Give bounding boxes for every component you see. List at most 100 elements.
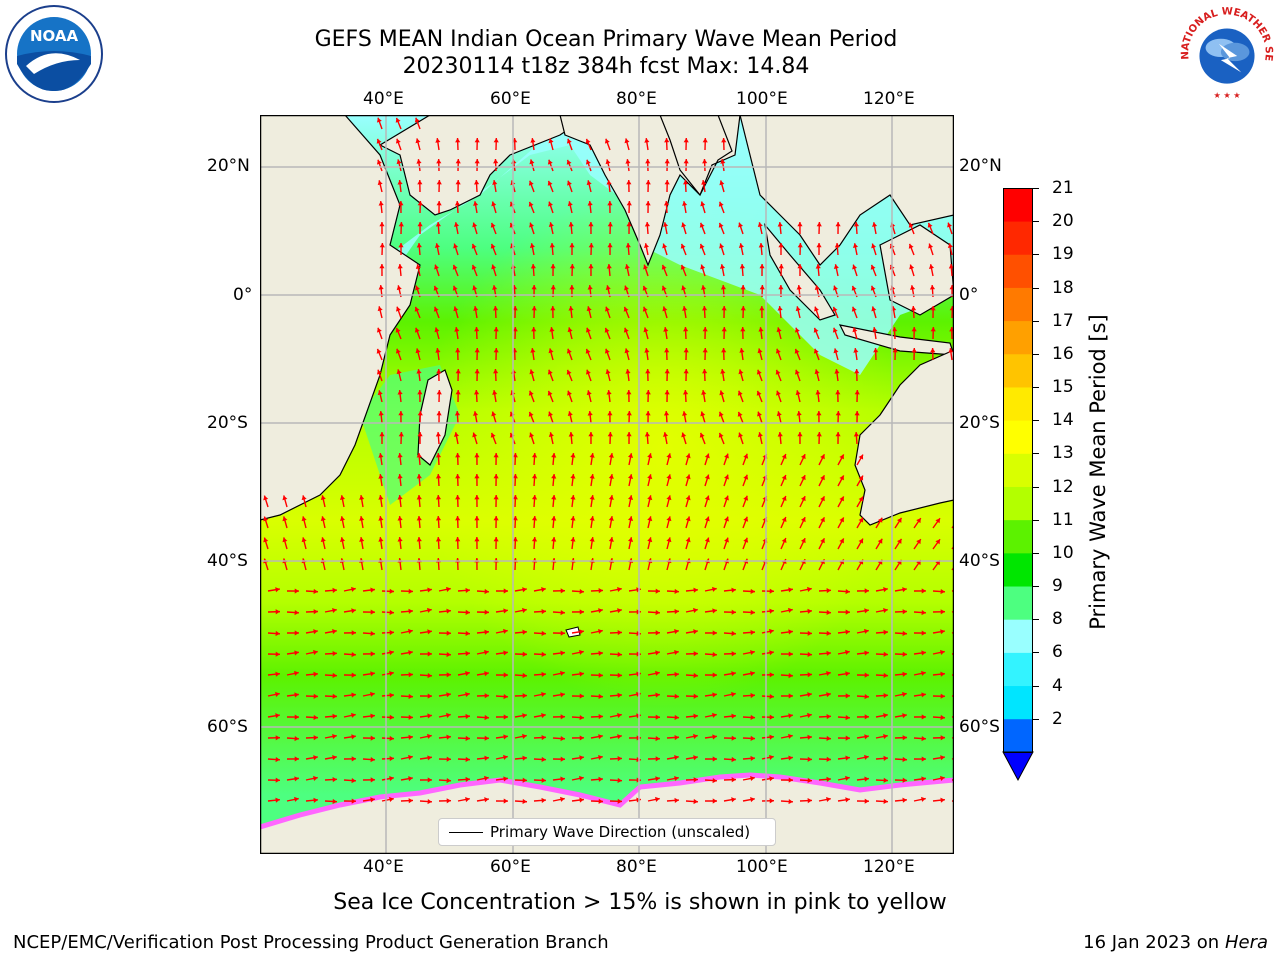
wave-arrow-head — [529, 243, 535, 248]
colorbar-tick-label: 10 — [1052, 542, 1074, 563]
wave-arrow-head — [531, 495, 538, 500]
wave-arrow-head — [435, 516, 442, 521]
wave-arrow-head — [588, 243, 594, 248]
colorbar-tick-label: 8 — [1052, 609, 1063, 630]
wave-arrow-head — [415, 264, 421, 270]
wave-arrow-head — [720, 369, 726, 374]
wave-arrow-head — [666, 537, 672, 543]
wave-arrow-head — [427, 693, 432, 699]
wave-arrow-head — [529, 432, 535, 438]
wave-arrow-head — [948, 348, 954, 353]
wave-arrow-head — [492, 180, 498, 185]
wave-arrow-head — [845, 714, 850, 721]
wave-arrow-head — [948, 264, 954, 269]
wave-arrow-head — [579, 735, 584, 741]
wave-arrow-head — [414, 327, 420, 333]
generation-date-text: 16 Jan 2023 on — [1083, 932, 1220, 953]
wave-arrow-head — [655, 609, 660, 616]
wave-arrow-head — [743, 453, 749, 459]
wave-arrow-head — [560, 588, 565, 594]
wave-arrow-head — [541, 587, 546, 593]
wave-arrow-head — [547, 390, 553, 396]
wave-arrow-head — [332, 776, 337, 783]
wave-arrow-head — [740, 285, 746, 290]
wave-arrow-head — [883, 629, 888, 635]
wave-arrow-head — [674, 629, 679, 635]
wave-arrow-head — [389, 650, 394, 656]
wave-arrow-head — [655, 588, 660, 594]
wave-arrow-head — [275, 609, 280, 615]
wave-arrow-head — [845, 693, 850, 699]
wave-arrow-head — [370, 691, 375, 697]
wave-arrow-head — [379, 432, 385, 437]
wave-arrow-head — [474, 516, 480, 521]
wave-arrow-head — [902, 691, 907, 697]
wave-arrow-head — [623, 327, 629, 333]
wave-arrow-head — [417, 180, 423, 185]
wave-arrow-head — [928, 264, 935, 269]
wave-arrow-head — [474, 474, 480, 479]
wave-arrow-head — [940, 775, 945, 781]
wave-arrow-head — [731, 691, 736, 697]
wave-arrow-head — [474, 537, 480, 542]
wave-arrow-head — [769, 628, 774, 634]
wave-arrow-head — [436, 180, 442, 185]
wave-arrow-head — [378, 285, 384, 290]
wave-arrow-head — [608, 516, 614, 521]
wave-arrow-head — [395, 348, 401, 354]
sea-ice-note: Sea Ice Concentration > 15% is shown in … — [333, 890, 947, 915]
wave-arrow-head — [598, 714, 603, 720]
wave-arrow-head — [351, 672, 356, 678]
wave-arrow-head — [492, 390, 498, 395]
wave-period-map — [260, 115, 954, 854]
wave-arrow-head — [416, 243, 422, 248]
wave-arrow-head — [474, 348, 480, 353]
colorbar-band-3 — [1003, 619, 1033, 653]
wave-arrow-head — [750, 735, 755, 741]
colorbar-tick-label: 12 — [1052, 476, 1074, 497]
wave-arrow-head — [883, 672, 888, 679]
lat-label-right-20n: 20°N — [959, 156, 1002, 176]
wave-arrow-head — [916, 539, 921, 545]
wave-arrow-head — [626, 180, 632, 185]
wave-arrow-head — [940, 649, 945, 655]
wave-arrow-head — [446, 756, 451, 762]
wave-arrow-head — [427, 755, 432, 761]
wave-arrow-head — [397, 537, 403, 542]
wave-arrow-head — [389, 796, 394, 803]
wave-arrow-head — [699, 432, 705, 438]
wave-arrow-head — [702, 369, 708, 374]
wave-arrow-head — [826, 735, 831, 742]
wave-arrow-head — [883, 798, 888, 805]
lon-label-bottom-80e: 80°E — [616, 857, 657, 877]
wave-arrow-head — [579, 693, 584, 699]
wave-arrow-head — [737, 411, 743, 417]
australia-landmass — [854, 349, 954, 526]
colorbar-band-11 — [1003, 353, 1033, 388]
wave-arrow-head — [389, 630, 394, 636]
wave-arrow-head — [608, 453, 614, 458]
wave-arrow-head — [892, 327, 898, 332]
wave-arrow-head — [731, 713, 736, 719]
wave-arrow-head — [588, 264, 594, 269]
wave-arrow-head — [397, 516, 403, 521]
wave-arrow-head — [370, 671, 375, 677]
wave-arrow-head — [682, 201, 688, 206]
wave-arrow-head — [864, 628, 869, 634]
wave-arrow-head — [699, 222, 705, 228]
wave-arrow-head — [700, 411, 706, 417]
colorbar-tick-mark — [1033, 486, 1039, 488]
wave-arrow-head — [529, 222, 535, 228]
wave-arrow-head — [839, 496, 844, 502]
lon-label-bottom-120e: 120°E — [863, 857, 915, 877]
wave-arrow-head — [853, 432, 859, 437]
wave-arrow-head — [294, 714, 299, 720]
wave-arrow-head — [455, 138, 461, 143]
wave-arrow-head — [605, 306, 610, 312]
wave-arrow-head — [683, 159, 689, 164]
wave-arrow-head — [415, 138, 421, 144]
wave-arrow-head — [579, 588, 584, 595]
wave-arrow-head — [522, 587, 527, 593]
wave-arrow-head — [455, 474, 461, 479]
colorbar-tick-mark — [1033, 287, 1039, 289]
